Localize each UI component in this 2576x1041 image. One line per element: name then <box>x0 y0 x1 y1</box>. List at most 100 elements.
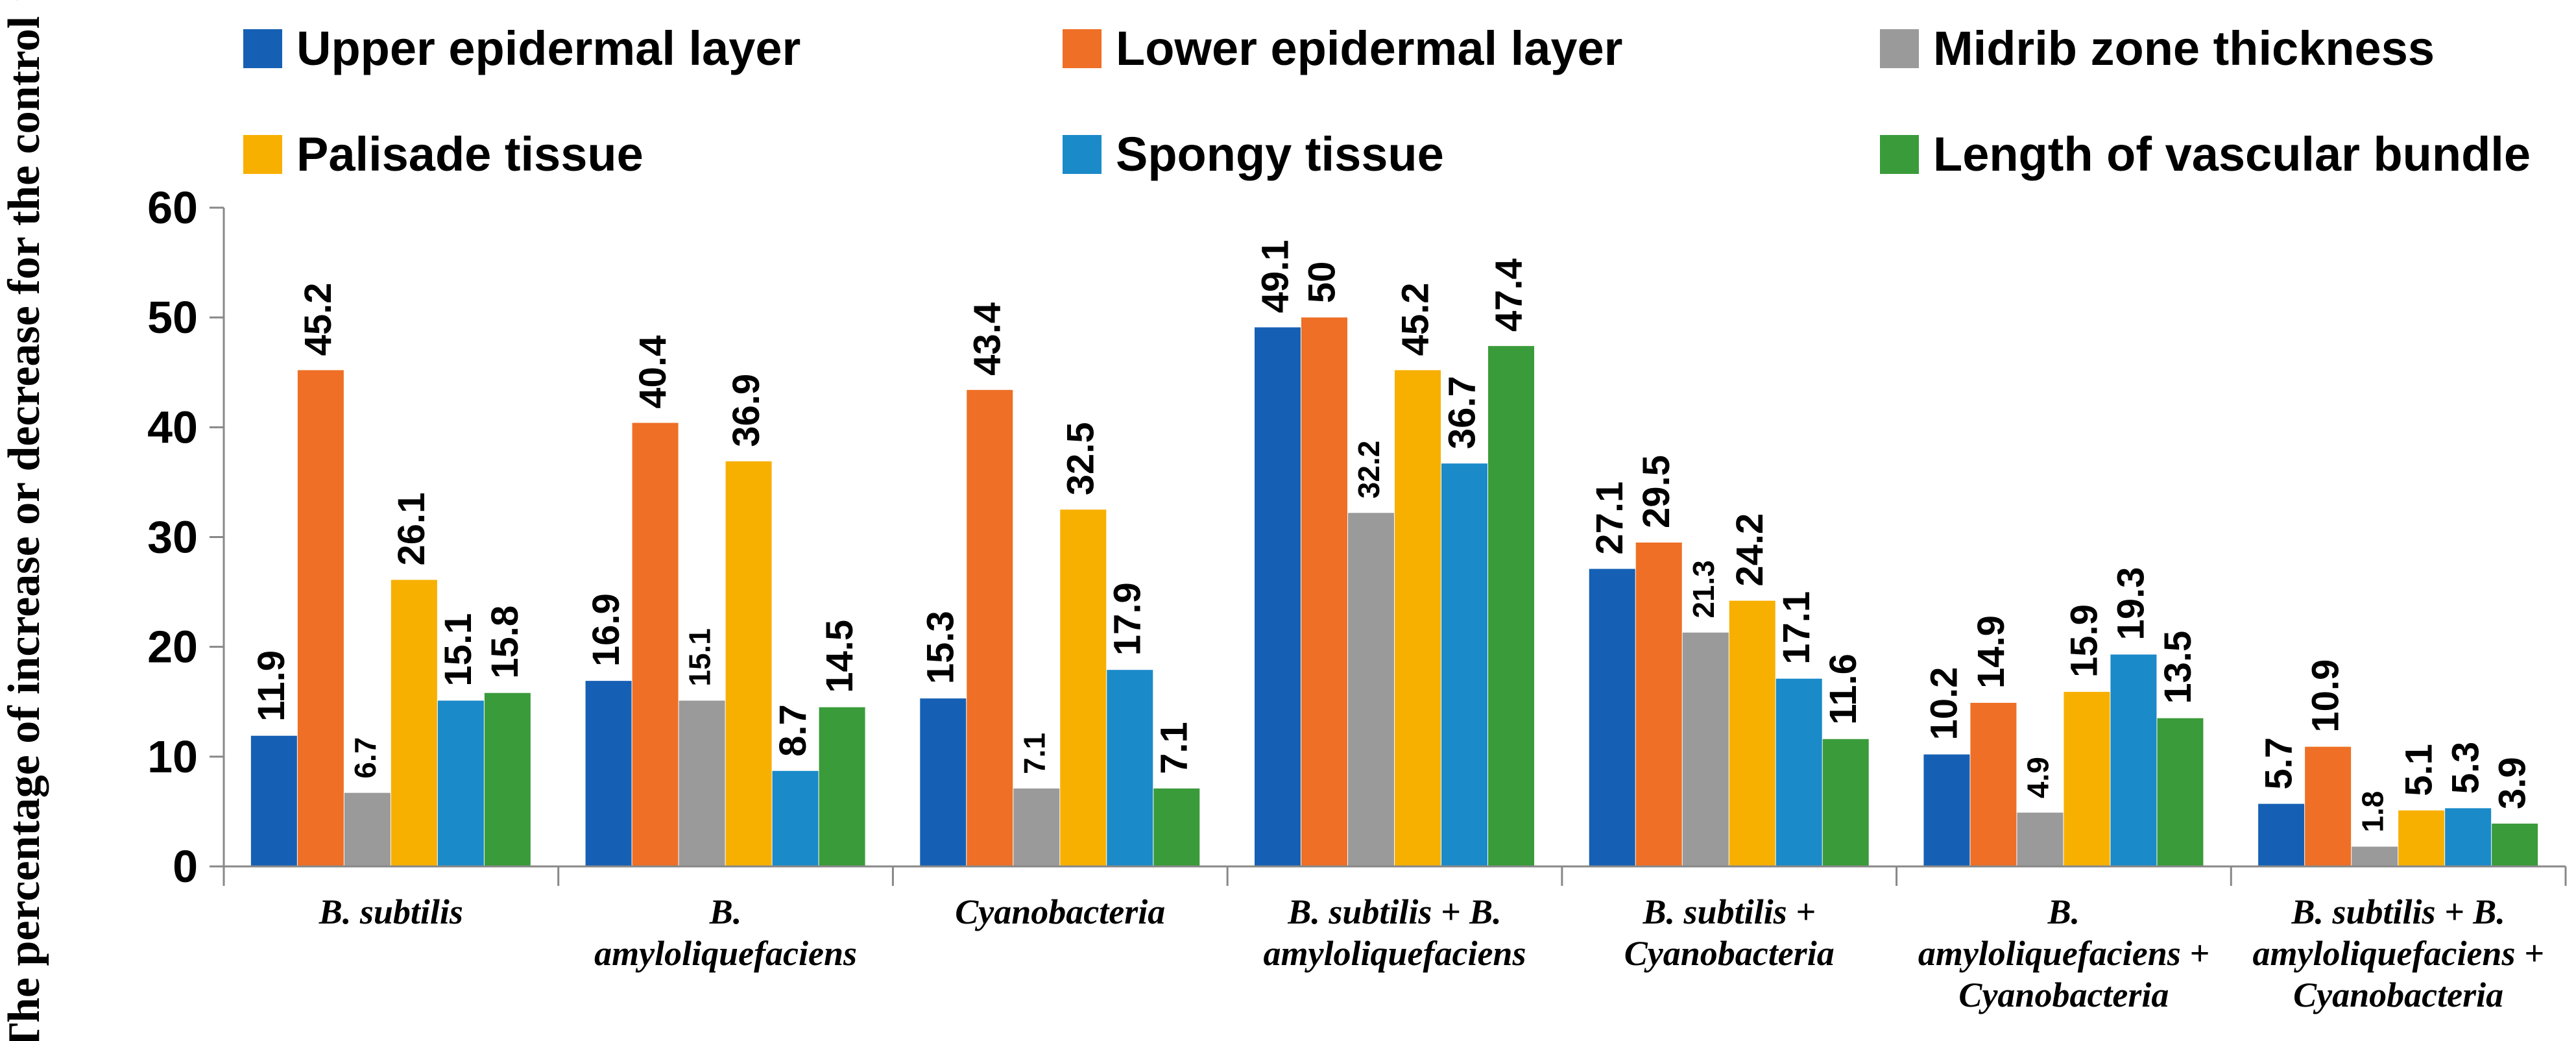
data-label: 6.7 <box>348 737 382 779</box>
bar-midrib-zone-thickness <box>2352 846 2398 866</box>
bar-length-of-vascular-bundle <box>819 707 865 866</box>
data-label: 19.3 <box>2110 567 2152 641</box>
bar-palisade-tissue <box>1060 509 1107 866</box>
data-label: 7.1 <box>1017 733 1051 774</box>
data-label: 3.9 <box>2491 757 2533 809</box>
data-label: 15.3 <box>920 611 962 684</box>
data-label: 24.2 <box>1729 513 1771 587</box>
bar-upper-epidermal-layer <box>1255 327 1301 866</box>
data-label: 13.5 <box>2157 631 2199 704</box>
bar-lower-epidermal-layer <box>632 423 679 866</box>
category-label: B. subtilis <box>319 892 463 931</box>
data-label: 5.1 <box>2398 744 2440 796</box>
bar-length-of-vascular-bundle <box>484 692 531 866</box>
data-label: 40.4 <box>632 336 674 409</box>
data-label: 10.9 <box>2304 659 2346 733</box>
data-label: 36.7 <box>1441 376 1483 449</box>
data-label: 15.1 <box>683 628 717 687</box>
bar-spongy-tissue <box>1107 670 1153 866</box>
data-label: 15.9 <box>2064 604 2106 678</box>
data-label: 49.1 <box>1254 240 1296 313</box>
data-label: 10.2 <box>1923 667 1966 741</box>
legend-swatch-lower-epidermal-layer <box>1063 29 1101 68</box>
bar-spongy-tissue <box>1441 463 1487 866</box>
legend-label-length-of-vascular-bundle: Length of vascular bundle <box>1933 127 2531 181</box>
x-axis: B. subtilis B. amyloliquefaciens Cyanobacte… <box>223 865 2567 1014</box>
data-label: 11.6 <box>1822 654 1864 725</box>
bar-midrib-zone-thickness <box>1013 788 1060 866</box>
data-label: 11.9 <box>250 650 293 722</box>
bar-palisade-tissue <box>391 580 437 866</box>
bar-length-of-vascular-bundle <box>2492 824 2538 866</box>
y-tick-label: 30 <box>147 512 198 563</box>
category-label: Cyanobacteria <box>955 892 1165 931</box>
bar-length-of-vascular-bundle <box>1488 346 1534 866</box>
data-label: 36.9 <box>725 374 767 447</box>
category-label: B. amyloliquefaciens <box>594 892 857 973</box>
bars: 11.945.26.726.115.1 15.8 16.940.415.136.98… <box>250 240 2538 867</box>
legend-swatch-midrib-zone-thickness <box>1880 29 1919 68</box>
y-tick-label: 40 <box>147 402 198 452</box>
bar-upper-epidermal-layer <box>585 681 632 866</box>
data-label: 43.4 <box>967 302 1009 376</box>
data-label: 32.2 <box>1352 441 1386 499</box>
y-tick-label: 60 <box>147 182 198 233</box>
data-label: 45.2 <box>297 282 339 356</box>
legend-label-lower-epidermal-layer: Lower epidermal layer <box>1116 21 1622 75</box>
bar-palisade-tissue <box>1729 600 1776 866</box>
category-label: B. amyloliquefaciens + Cyanobacteria <box>1918 892 2209 1014</box>
bar-spongy-tissue <box>437 700 484 866</box>
data-label: 5.3 <box>2444 742 2486 794</box>
bar-palisade-tissue <box>2064 692 2110 866</box>
data-label: 27.1 <box>1589 482 1631 555</box>
y-axis: 0 10 20 30 40 50 60 <box>147 182 225 892</box>
data-label: 29.5 <box>1635 455 1678 528</box>
data-label: 26.1 <box>391 493 433 566</box>
legend-swatch-length-of-vascular-bundle <box>1880 135 1919 174</box>
data-label: 8.7 <box>772 704 814 757</box>
category-label: B. subtilis + Cyanobacteria <box>1624 892 1835 973</box>
data-label: 7.1 <box>1153 722 1196 774</box>
bar-length-of-vascular-bundle <box>1822 739 1869 866</box>
bar-lower-epidermal-layer <box>297 370 344 866</box>
bar-midrib-zone-thickness <box>2017 813 2064 866</box>
data-label: 14.5 <box>819 620 861 693</box>
bar-palisade-tissue <box>725 461 772 866</box>
y-tick-label: 20 <box>147 622 198 672</box>
bar-upper-epidermal-layer <box>920 698 967 866</box>
data-label: 50 <box>1301 262 1343 304</box>
legend-label-midrib-zone-thickness: Midrib zone thickness <box>1933 21 2435 75</box>
bar-midrib-zone-thickness <box>679 700 725 866</box>
data-label: 32.5 <box>1060 422 1102 495</box>
legend-label-spongy-tissue: Spongy tissue <box>1116 127 1444 181</box>
category-label: B. subtilis + B. amyloliquefaciens + Cyano… <box>2253 892 2544 1014</box>
data-label: 47.4 <box>1487 258 1530 332</box>
data-label: 17.9 <box>1107 582 1149 655</box>
bar-lower-epidermal-layer <box>1635 542 1682 866</box>
data-label: 45.2 <box>1394 282 1436 356</box>
legend-swatch-spongy-tissue <box>1063 135 1101 174</box>
data-label: 21.3 <box>1687 560 1720 618</box>
bar-spongy-tissue <box>772 770 819 866</box>
legend: Upper epidermal layer Lower epidermal lay… <box>243 21 2531 181</box>
bar-length-of-vascular-bundle <box>2157 718 2204 866</box>
category-label: B. subtilis + B. amyloliquefaciens <box>1264 892 1526 973</box>
legend-label-upper-epidermal-layer: Upper epidermal layer <box>296 21 800 75</box>
data-label: 14.9 <box>1970 615 2012 689</box>
bar-lower-epidermal-layer <box>1301 317 1347 867</box>
data-label: 4.9 <box>2021 757 2055 798</box>
bar-lower-epidermal-layer <box>967 389 1013 866</box>
bar-upper-epidermal-layer <box>1589 569 1635 866</box>
bar-length-of-vascular-bundle <box>1153 788 1200 866</box>
data-label: 16.9 <box>585 593 627 667</box>
legend-label-palisade-tissue: Palisade tissue <box>296 127 644 181</box>
bar-midrib-zone-thickness <box>1348 513 1394 866</box>
bar-palisade-tissue <box>2398 810 2445 866</box>
data-label: 5.7 <box>2257 737 2300 790</box>
y-axis-label: The percentage of increase or decrease f… <box>0 0 49 1041</box>
legend-swatch-palisade-tissue <box>243 135 282 174</box>
bar-spongy-tissue <box>1776 678 1822 866</box>
legend-swatch-upper-epidermal-layer <box>243 29 282 68</box>
data-label: 15.1 <box>437 613 479 687</box>
